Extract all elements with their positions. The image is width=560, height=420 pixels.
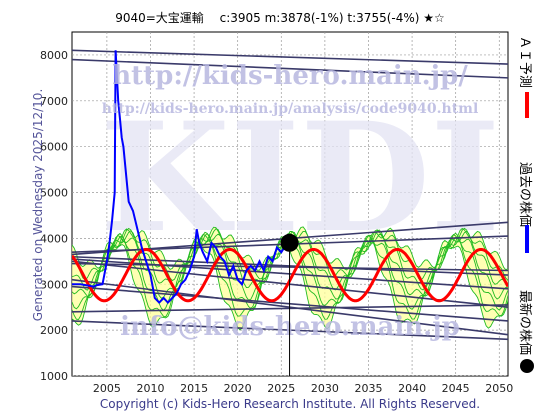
x-tick-label: 2010 xyxy=(136,382,164,395)
x-tick-label: 2005 xyxy=(93,382,121,395)
past-price-line xyxy=(72,50,291,305)
latest-price-marker xyxy=(280,233,299,252)
y-tick-label: 5000 xyxy=(40,187,68,200)
legend: ＡＩ予測 過去の株価 最新の株価 xyxy=(517,36,534,373)
y-tick-label: 1000 xyxy=(40,370,68,383)
watermark-url: http://kids-hero.main.jp/ xyxy=(112,61,468,91)
generated-date-label: Generated on Wednesday 2025/12/10. xyxy=(31,89,45,322)
band-line xyxy=(72,227,508,282)
x-tick-label: 2025 xyxy=(267,382,295,395)
legend-latest-price-label: 最新の株価 xyxy=(517,290,533,355)
x-tick-label: 2035 xyxy=(354,382,382,395)
x-tick-label: 2040 xyxy=(398,382,426,395)
y-tick-label: 3000 xyxy=(40,278,68,291)
y-tick-label: 8000 xyxy=(40,49,68,62)
trend-line xyxy=(72,58,508,79)
y-tick-label: 7000 xyxy=(40,95,68,108)
x-tick-label: 2020 xyxy=(224,382,252,395)
band-envelope-fill xyxy=(72,226,508,330)
copyright-footer: Copyright (c) Kids-Hero Research Institu… xyxy=(100,397,480,411)
legend-ai-forecast-label: ＡＩ予測 xyxy=(517,36,532,88)
price-layer xyxy=(72,50,291,305)
x-tick-label: 2015 xyxy=(180,382,208,395)
axis-layer: 2005 2010 2015 2020 2025 2030 2035 2040 2045 2050… xyxy=(40,49,513,395)
marker-layer xyxy=(280,233,299,376)
y-tick-label: 6000 xyxy=(40,141,68,154)
x-tick-label: 2030 xyxy=(311,382,339,395)
trend-line xyxy=(72,49,508,65)
y-tick-label: 4000 xyxy=(40,232,68,245)
y-tick-label: 2000 xyxy=(40,324,68,337)
x-tick-label: 2050 xyxy=(485,382,513,395)
x-tick-label: 2045 xyxy=(442,382,470,395)
chart-title: 9040=大宝運輸 c:3905 m:3878(-1%) t:3755(-4%)… xyxy=(115,10,445,25)
legend-latest-price-dot xyxy=(520,359,534,373)
legend-past-price-label: 過去の株価 xyxy=(517,162,532,227)
watermark-url-analysis: http://kids-hero.main.jp/analysis/code90… xyxy=(102,101,479,117)
